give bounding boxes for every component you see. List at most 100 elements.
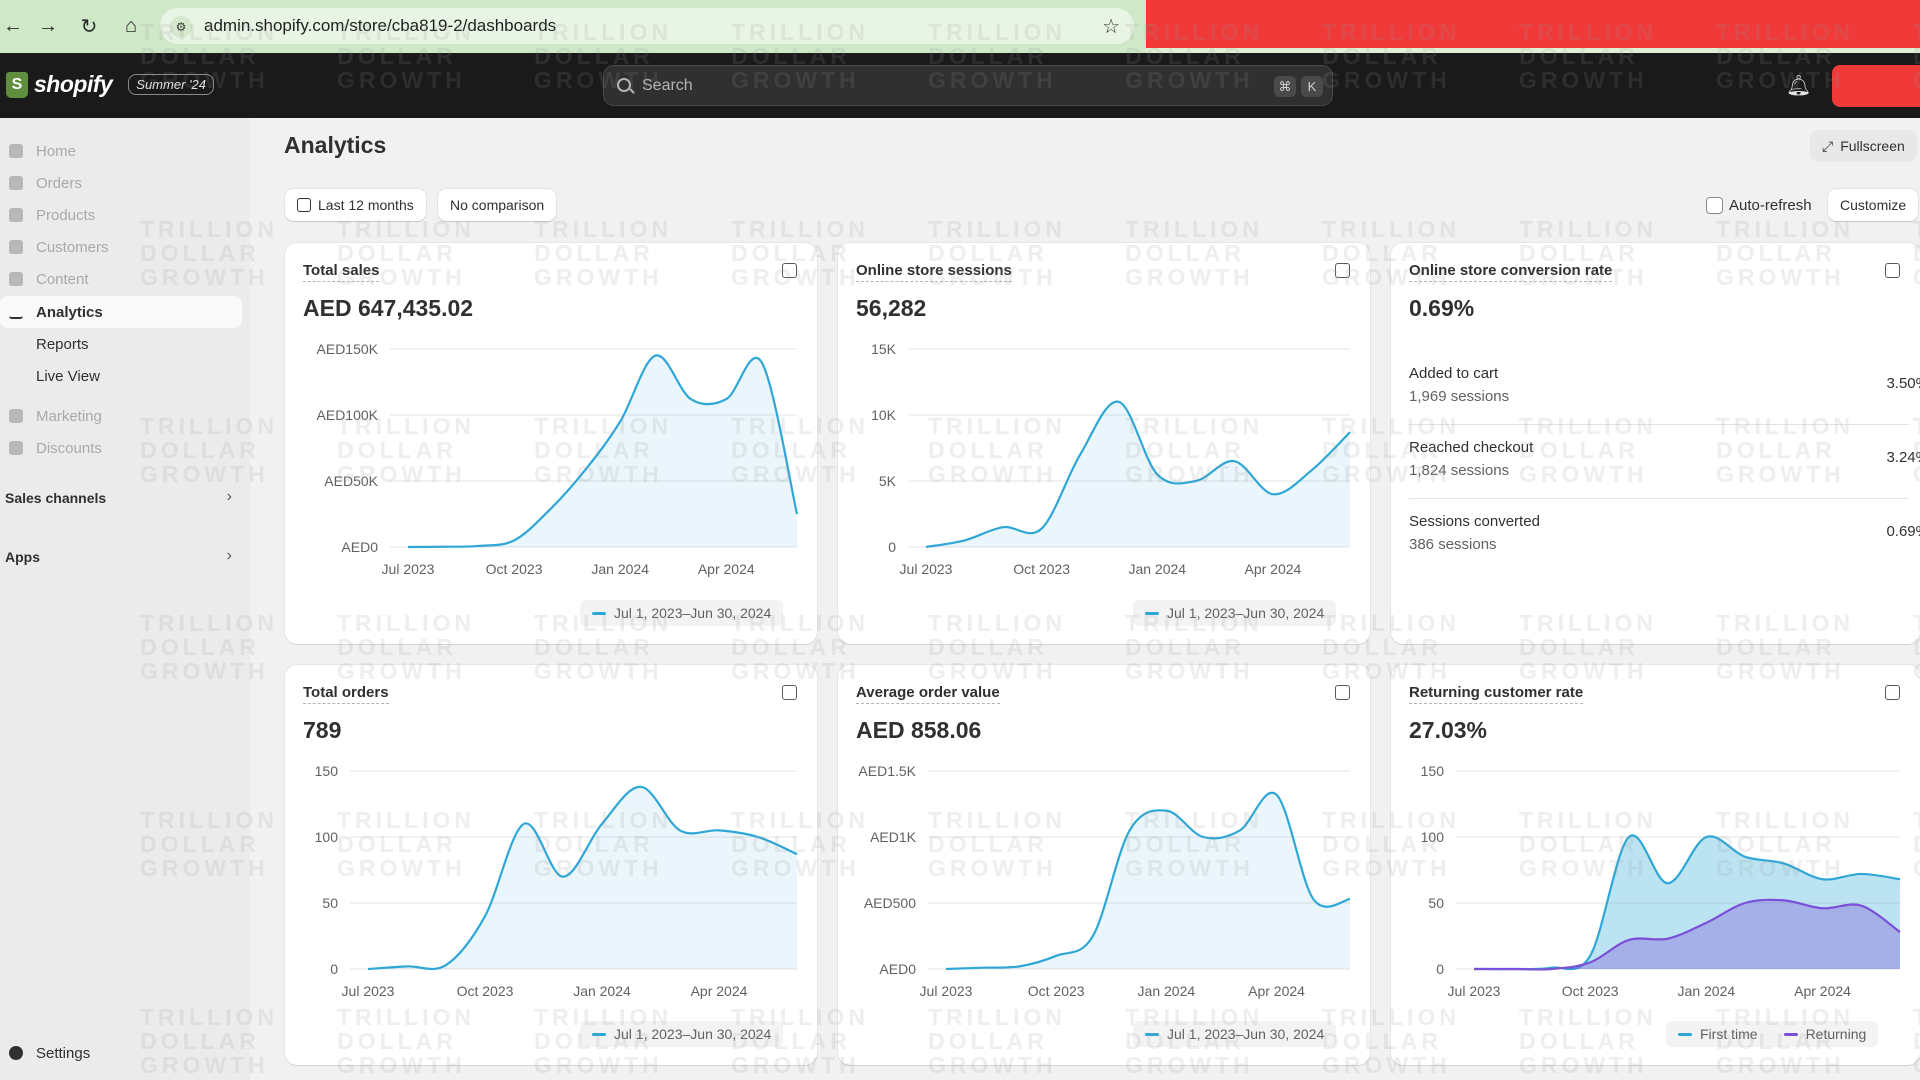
sidebar-item-label: Analytics — [36, 303, 103, 321]
edition-badge[interactable]: Summer '24 — [128, 74, 214, 95]
x-tick-label: Jan 2024 — [1138, 983, 1196, 999]
funnel-row: Reached checkout 1,824 sessions 3.24% — [1409, 425, 1920, 499]
y-tick-label: AED150K — [317, 341, 379, 357]
card-title[interactable]: Total orders — [303, 684, 389, 704]
explore-report-icon[interactable] — [1335, 685, 1350, 700]
sidebar-item-home[interactable]: Home — [0, 135, 242, 167]
x-tick-label: Jul 2023 — [382, 561, 435, 577]
explore-report-icon[interactable] — [1885, 263, 1900, 278]
y-tick-label: 100 — [1421, 829, 1445, 845]
sidebar-item-marketing[interactable]: Marketing — [0, 400, 242, 432]
content-icon — [9, 272, 23, 286]
explore-report-icon[interactable] — [1335, 263, 1350, 278]
card-value: 789 — [303, 717, 342, 743]
sidebar-section-apps[interactable]: Apps › — [0, 541, 242, 573]
sidebar-item-settings[interactable]: Settings — [0, 1037, 242, 1069]
reload-icon[interactable]: ↻ — [80, 15, 98, 38]
card-title[interactable]: Average order value — [856, 684, 1000, 704]
card-title[interactable]: Total sales — [303, 262, 380, 282]
x-tick-label: Oct 2023 — [457, 983, 514, 999]
card-value: AED 647,435.02 — [303, 295, 474, 321]
back-icon[interactable]: ← — [3, 14, 23, 37]
legend-swatch — [1145, 611, 1159, 615]
funnel-percent: 3.50% — [1886, 375, 1920, 392]
explore-report-icon[interactable] — [782, 685, 797, 700]
legend-swatch-first-time — [1678, 1032, 1692, 1036]
sidebar-item-content[interactable]: Content — [0, 263, 242, 295]
notification-bell-icon[interactable]: 🔔︎ — [1786, 75, 1812, 97]
home-icon — [9, 144, 23, 158]
sessions-card[interactable]: Online store sessions 56,282 0 5K 10K 15K Ju… — [838, 243, 1370, 644]
card-title[interactable]: Online store conversion rate — [1409, 262, 1613, 282]
card-value: 0.69% — [1409, 295, 1475, 321]
card-value: 27.03% — [1409, 717, 1488, 743]
total-orders-card[interactable]: Total orders 789 0 50 100 150 Jul 2023 Oct 20… — [285, 665, 817, 1065]
sidebar-item-discounts[interactable]: Discounts — [0, 432, 242, 464]
legend-swatch — [592, 611, 606, 615]
shopify-logo[interactable]: S shopify Summer '24 — [6, 71, 214, 98]
bookmark-star-icon[interactable]: ☆ — [1102, 16, 1120, 38]
x-tick-label: Jan 2024 — [1678, 983, 1736, 999]
x-tick-label: Oct 2023 — [1562, 983, 1619, 999]
series-area — [926, 401, 1350, 547]
gear-icon — [9, 1046, 23, 1060]
sidebar-item-products[interactable]: Products — [0, 199, 242, 231]
sidebar-item-customers[interactable]: Customers — [0, 231, 242, 263]
x-tick-label: Jan 2024 — [591, 561, 649, 577]
card-value: AED 858.06 — [856, 717, 982, 743]
chart-legend: First time Returning — [1666, 1021, 1879, 1047]
legend-label: Jul 1, 2023–Jun 30, 2024 — [1167, 605, 1325, 621]
chart-legend: Jul 1, 2023–Jun 30, 2024 — [1133, 600, 1337, 626]
legend-label: First time — [1700, 1026, 1758, 1042]
explore-report-icon[interactable] — [782, 263, 797, 278]
y-tick-label: 15K — [871, 341, 897, 357]
fullscreen-button[interactable]: ⤢ Fullscreen — [1810, 130, 1917, 162]
y-tick-label: 150 — [315, 763, 339, 779]
comparison-button[interactable]: No comparison — [438, 189, 557, 221]
admin-topbar: S shopify Summer '24 Search ⌘ K 🔔︎ — [0, 53, 1920, 118]
sidebar-section-label: Sales channels — [5, 490, 107, 506]
average-order-value-card[interactable]: Average order value AED 858.06 AED0 AED50… — [838, 665, 1370, 1065]
search-input[interactable]: Search ⌘ K — [603, 65, 1333, 106]
redacted-block — [1146, 0, 1920, 48]
x-tick-label: Apr 2024 — [1794, 983, 1851, 999]
home-browser-icon[interactable]: ⌂ — [124, 14, 138, 37]
series-line — [925, 400, 1351, 549]
funnel-sessions: 1,969 sessions — [1409, 388, 1510, 405]
y-tick-label: 10K — [871, 407, 897, 423]
sidebar-item-analytics[interactable]: Analytics — [0, 296, 242, 328]
redacted-account-block[interactable] — [1832, 65, 1920, 107]
customize-button[interactable]: Customize — [1828, 189, 1919, 221]
sidebar-item-live-view[interactable]: Live View — [0, 360, 242, 392]
y-tick-label: 50 — [1428, 895, 1444, 911]
discount-icon — [9, 441, 23, 455]
search-icon — [617, 78, 631, 92]
shopify-bag-icon: S — [6, 71, 28, 98]
address-bar[interactable]: ⚙ admin.shopify.com/store/cba819-2/dashb… — [160, 8, 1134, 44]
sessions-chart: 0 5K 10K 15K Jul 2023 Oct 2023 Jan 2024 Apr 202… — [871, 341, 1351, 577]
sidebar-item-orders[interactable]: Orders — [0, 167, 242, 199]
sidebar-item-label: Products — [36, 206, 96, 224]
card-title[interactable]: Returning customer rate — [1409, 684, 1584, 704]
site-info-icon[interactable]: ⚙ — [170, 16, 192, 38]
y-tick-label: 0 — [1436, 961, 1444, 977]
x-tick-label: Apr 2024 — [691, 983, 748, 999]
funnel-label: Reached checkout — [1409, 439, 1534, 456]
person-icon — [9, 240, 23, 254]
funnel-sessions: 386 sessions — [1409, 536, 1497, 553]
conversion-rate-card[interactable]: Online store conversion rate 0.69% Added… — [1391, 243, 1920, 644]
date-range-button[interactable]: Last 12 months — [285, 189, 426, 221]
sidebar-item-reports[interactable]: Reports — [0, 328, 242, 360]
forward-icon[interactable]: → — [38, 14, 58, 37]
fullscreen-label: Fullscreen — [1840, 138, 1905, 154]
sidebar-item-label: Content — [36, 270, 89, 288]
legend-label: Returning — [1805, 1026, 1867, 1042]
explore-report-icon[interactable] — [1885, 685, 1900, 700]
returning-customer-rate-card[interactable]: Returning customer rate 27.03% 0 50 100 150… — [1391, 665, 1920, 1065]
auto-refresh-checkbox[interactable] — [1706, 197, 1723, 214]
sidebar-item-label: Live View — [36, 367, 100, 385]
card-title[interactable]: Online store sessions — [856, 262, 1012, 282]
total-sales-card[interactable]: Total sales AED 647,435.02 AED0 AED50K AED… — [285, 243, 817, 644]
chart-legend: Jul 1, 2023–Jun 30, 2024 — [1133, 1021, 1337, 1047]
sidebar-section-sales-channels[interactable]: Sales channels › — [0, 482, 242, 514]
